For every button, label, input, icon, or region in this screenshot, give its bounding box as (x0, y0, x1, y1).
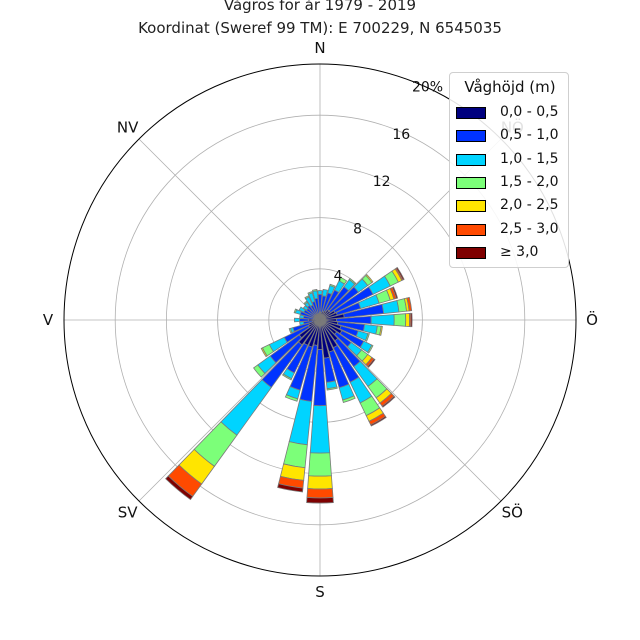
legend-swatch (456, 107, 486, 119)
direction-label-5: SÖ (502, 502, 523, 521)
sector-10-bin-2 (322, 288, 329, 297)
sector-90-bin-3 (393, 313, 407, 327)
rose-sectors (165, 266, 413, 504)
sector-170-bin-3 (326, 386, 338, 391)
sector-190-bin-3 (283, 441, 308, 469)
sector-220-bin-6 (165, 475, 194, 501)
sector-150-bin-6 (370, 415, 387, 427)
sector-110-bin-3 (365, 333, 370, 342)
sector-30-bin-3 (338, 276, 348, 285)
sector-90-bin-4 (405, 313, 410, 327)
sector-50-bin-4 (365, 273, 374, 284)
sector-180-bin-5 (306, 488, 334, 499)
direction-label-4: S (315, 583, 325, 601)
sector-140-bin-6 (381, 395, 396, 408)
grid-spoke-3 (319, 319, 502, 502)
polar-frame (63, 63, 577, 577)
sector-70-bin-6 (391, 286, 399, 299)
sector-240-bin-4 (260, 347, 268, 358)
sector-160-bin-3 (342, 395, 356, 404)
legend-swatch (456, 176, 486, 189)
sector-330-bin-3 (304, 295, 310, 300)
legend-label: 2,5 - 3,0 (500, 220, 559, 237)
sector-120-bin-3 (367, 344, 374, 354)
sector-190-bin-6 (277, 483, 304, 493)
sector-260-bin-2 (299, 321, 305, 326)
radial-tick-label-2: 12 (373, 174, 391, 190)
legend-label: 1,0 - 1,5 (500, 150, 559, 167)
sector-80-bin-2 (381, 300, 400, 314)
legend-title: Våghöjd (m) (464, 78, 556, 96)
legend-swatch (456, 246, 486, 259)
sector-200-bin-3 (284, 394, 299, 402)
sector-130-bin-6 (367, 358, 376, 368)
direction-label-6: Ö (586, 310, 598, 329)
sector-220-bin-2 (220, 379, 272, 436)
sector-90-bin-2 (370, 314, 395, 326)
grid-spoke-7 (138, 138, 321, 321)
sector-280-bin-2 (299, 314, 305, 319)
sector-60-bin-6 (395, 266, 405, 281)
radial-tick-label-3: 16 (392, 127, 410, 143)
legend: Våghöjd (m) 0,0 - 0,5 0,5 - 1,0 1,0 - 1,5 1… (449, 72, 569, 268)
legend-label: 1,5 - 2,0 (500, 173, 559, 190)
legend-label: ≥ 3,0 (500, 243, 539, 260)
legend-label: 2,0 - 2,5 (500, 197, 559, 214)
legend-label: 0,5 - 1,0 (500, 127, 559, 144)
chart-title: Vågros för år 1979 - 2019 (223, 0, 417, 14)
sector-250-bin-3 (288, 327, 293, 334)
legend-label: 0,0 - 0,5 (500, 104, 559, 120)
sector-20-bin-3 (329, 283, 336, 288)
sector-80-bin-5 (406, 296, 413, 312)
sector-290-bin-3 (293, 308, 298, 314)
sector-340-bin-3 (307, 291, 313, 295)
direction-label-0: N (314, 39, 325, 57)
sector-190-bin-2 (288, 398, 313, 446)
radial-tick-label-0: 4 (334, 269, 343, 285)
sector-180-bin-6 (306, 497, 334, 504)
sector-320-bin-3 (303, 300, 308, 305)
sector-310-bin-2 (302, 305, 309, 311)
legend-swatch (456, 153, 486, 166)
radial-tick-label-1: 8 (353, 221, 362, 237)
legend-swatch (456, 130, 486, 143)
sector-210-bin-3 (282, 373, 293, 381)
sector-230-bin-3 (252, 364, 266, 378)
sector-0-bin-2 (317, 290, 323, 295)
sector-180-bin-3 (308, 452, 332, 477)
sector-270-bin-2 (294, 317, 301, 323)
legend-swatch (456, 223, 486, 236)
sector-300-bin-2 (298, 306, 306, 313)
sector-90-bin-6 (410, 312, 413, 328)
sector-180-bin-4 (307, 475, 333, 490)
sector-350-bin-3 (311, 288, 318, 292)
grid-spoke-5 (138, 319, 321, 502)
sector-40-bin-3 (348, 277, 357, 285)
legend-swatch (456, 200, 486, 213)
direction-label-2: V (43, 311, 54, 329)
chart-subtitle: Koordinat (Sweref 99 TM): E 700229, N 65… (138, 19, 502, 37)
sector-100-bin-4 (379, 325, 383, 336)
sector-180-bin-2 (309, 405, 331, 454)
direction-label-1: NV (117, 119, 139, 137)
direction-label-3: SV (118, 503, 139, 521)
